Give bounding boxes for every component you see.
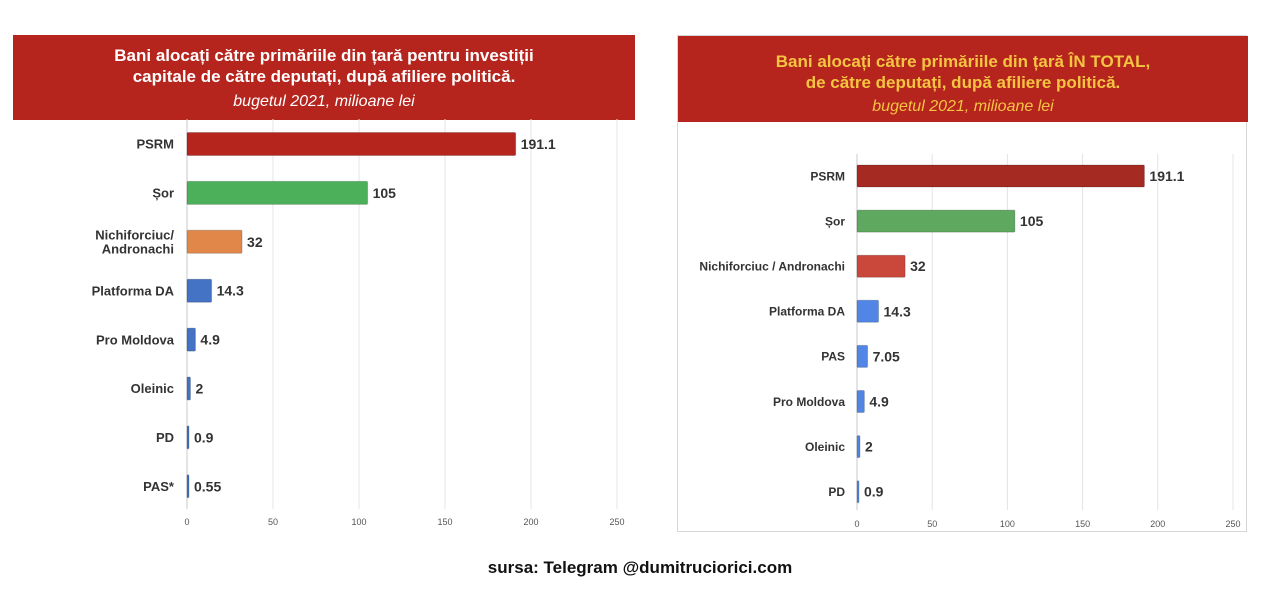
right-category-label: Oleinic xyxy=(805,440,845,454)
right-category-label: PAS xyxy=(821,350,845,364)
left-value-label: 105 xyxy=(373,185,397,201)
right-category-label: Nichiforciuc / Andronachi xyxy=(699,260,845,274)
right-value-label: 2 xyxy=(865,439,873,455)
left-x-tick-label: 50 xyxy=(268,517,278,527)
left-value-label: 0.55 xyxy=(194,478,221,494)
source-credit: sursa: Telegram @dumitruciorici.com xyxy=(487,558,793,577)
left-x-tick-label: 150 xyxy=(437,517,452,527)
left-x-tick-label: 200 xyxy=(523,517,538,527)
left-bar xyxy=(186,180,369,205)
left-bar xyxy=(186,425,190,450)
right-bar xyxy=(856,390,865,413)
left-chart-title-line-1: Bani alocați către primăriile din țară p… xyxy=(114,46,534,65)
right-value-label: 0.9 xyxy=(864,484,884,500)
right-bar xyxy=(856,299,880,323)
right-value-label: 7.05 xyxy=(873,348,900,364)
left-chart-title-line-2: capitale de către deputați, după afilier… xyxy=(132,67,516,86)
right-category-label: Platforma DA xyxy=(769,305,845,319)
left-value-label: 32 xyxy=(247,234,263,250)
left-category-label: Oleinic xyxy=(131,381,174,396)
left-value-label: 14.3 xyxy=(217,283,244,299)
right-bar xyxy=(856,164,1145,188)
right-x-tick-label: 0 xyxy=(854,519,859,529)
right-category-label: PD xyxy=(828,485,845,499)
left-category-label: Nichiforciuc/Andronachi xyxy=(95,227,174,256)
right-chart-title-line-2: de către deputați, după afiliere politic… xyxy=(805,73,1121,92)
left-bar xyxy=(186,376,191,401)
right-bar xyxy=(856,209,1016,233)
right-x-tick-label: 200 xyxy=(1150,519,1165,529)
right-value-label: 191.1 xyxy=(1149,168,1184,184)
right-x-tick-label: 150 xyxy=(1075,519,1090,529)
right-value-label: 105 xyxy=(1020,213,1044,229)
left-value-label: 191.1 xyxy=(521,136,556,152)
right-x-tick-label: 250 xyxy=(1225,519,1240,529)
left-category-label: PAS* xyxy=(143,479,175,494)
left-x-tick-label: 100 xyxy=(351,517,366,527)
right-x-tick-label: 100 xyxy=(1000,519,1015,529)
right-bar xyxy=(856,435,861,459)
left-bar xyxy=(186,474,190,499)
left-chart-header: Bani alocați către primăriile din țară p… xyxy=(13,35,635,120)
left-category-label: Platforma DA xyxy=(92,283,175,298)
right-value-label: 4.9 xyxy=(869,394,889,410)
left-category-label: Șor xyxy=(152,186,174,201)
left-bar xyxy=(186,327,196,352)
left-bar xyxy=(186,229,243,254)
left-category-label: PD xyxy=(156,430,174,445)
left-bar xyxy=(186,132,517,156)
right-bar xyxy=(856,254,906,278)
left-category-label: PSRM xyxy=(136,137,174,152)
right-chart-title-line-1: Bani alocați către primăriile din țară Î… xyxy=(775,52,1151,71)
right-chart-header: Bani alocați către primăriile din țară Î… xyxy=(678,36,1248,122)
left-value-label: 2 xyxy=(195,381,203,397)
left-chart-panel: Bani alocați către primăriile din țară p… xyxy=(13,35,635,527)
left-bar-chart: 0 50 100 150 200 250 PSRM 191.1 Șor 105 Nichiforci… xyxy=(92,119,625,527)
right-category-label: PSRM xyxy=(810,169,845,183)
right-value-label: 14.3 xyxy=(884,303,911,319)
right-chart-panel: Bani alocați către primăriile din țară Î… xyxy=(677,35,1248,532)
left-bar xyxy=(186,278,213,303)
right-value-label: 32 xyxy=(910,258,926,274)
left-x-tick-label: 250 xyxy=(609,517,624,527)
right-bar xyxy=(856,480,860,504)
left-chart-subtitle: bugetul 2021, milioane lei xyxy=(233,93,415,110)
right-bar xyxy=(856,344,869,368)
right-category-label: Pro Moldova xyxy=(773,395,845,409)
right-category-label: Șor xyxy=(825,214,845,228)
right-x-tick-label: 50 xyxy=(927,519,937,529)
right-chart-subtitle: bugetul 2021, milioane lei xyxy=(872,98,1054,115)
right-bar-chart: 0 50 100 150 200 250 PSRM 191.1 Șor 105 Nichiforci… xyxy=(699,154,1241,529)
left-category-label: Pro Moldova xyxy=(96,332,175,347)
left-value-label: 0.9 xyxy=(194,429,214,445)
left-x-tick-label: 0 xyxy=(184,517,189,527)
left-value-label: 4.9 xyxy=(200,332,220,348)
